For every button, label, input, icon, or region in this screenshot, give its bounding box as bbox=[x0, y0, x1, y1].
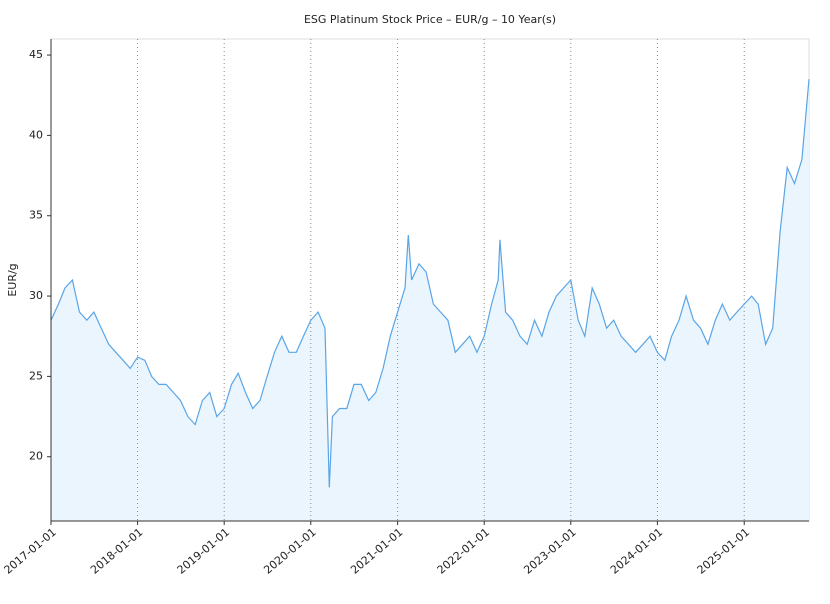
x-tick-label: 2025-01-01 bbox=[695, 526, 752, 577]
area-fill bbox=[51, 79, 809, 521]
x-tick-label: 2020-01-01 bbox=[261, 526, 318, 577]
price-line bbox=[50, 79, 810, 488]
y-tick-label: 25 bbox=[29, 369, 43, 382]
x-tick-label: 2023-01-01 bbox=[521, 526, 578, 577]
y-tick-label: 30 bbox=[29, 289, 43, 302]
x-tick-label: 2021-01-01 bbox=[348, 526, 405, 577]
x-tick-label: 2024-01-01 bbox=[608, 526, 665, 577]
chart-title: ESG Platinum Stock Price – EUR/g – 10 Ye… bbox=[304, 13, 556, 26]
y-axis-label: EUR/g bbox=[6, 263, 19, 296]
x-tick-label: 2018-01-01 bbox=[88, 526, 145, 577]
x-tick-label: 2019-01-01 bbox=[175, 526, 232, 577]
x-tick-label: 2017-01-01 bbox=[2, 526, 59, 577]
y-tick-label: 35 bbox=[29, 209, 43, 222]
y-tick-label: 45 bbox=[29, 48, 43, 61]
y-tick-label: 20 bbox=[29, 450, 43, 463]
x-tick-label: 2022-01-01 bbox=[435, 526, 492, 577]
y-tick-label: 40 bbox=[29, 128, 43, 141]
